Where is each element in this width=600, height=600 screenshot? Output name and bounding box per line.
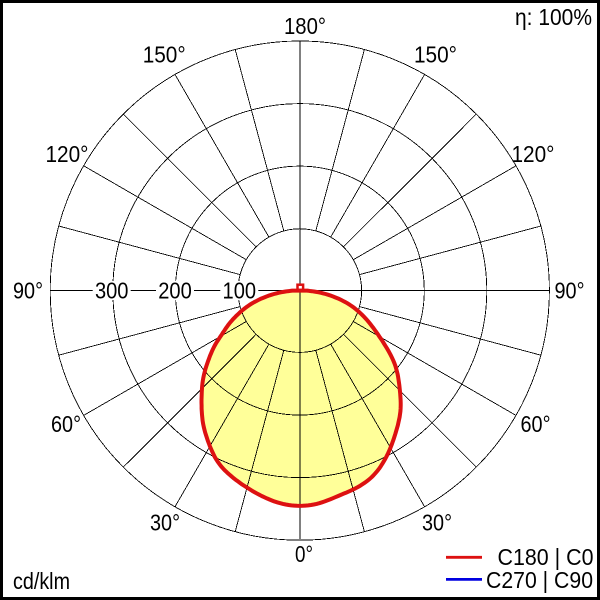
svg-text:η: 100%: η: 100% xyxy=(515,4,592,30)
svg-text:90°: 90° xyxy=(13,277,43,303)
svg-text:90°: 90° xyxy=(555,277,585,303)
svg-text:C270 | C90: C270 | C90 xyxy=(486,567,593,593)
svg-text:0°: 0° xyxy=(295,541,313,567)
svg-text:30°: 30° xyxy=(150,510,180,536)
svg-text:100: 100 xyxy=(223,277,257,303)
svg-text:30°: 30° xyxy=(422,510,452,536)
svg-text:200: 200 xyxy=(158,277,192,303)
svg-text:150°: 150° xyxy=(414,42,457,68)
svg-text:300: 300 xyxy=(95,277,129,303)
svg-text:C180 | C0: C180 | C0 xyxy=(498,544,594,570)
svg-text:120°: 120° xyxy=(512,141,555,167)
svg-text:60°: 60° xyxy=(521,411,551,437)
svg-text:cd/klm: cd/klm xyxy=(13,568,70,594)
svg-text:120°: 120° xyxy=(46,141,89,167)
svg-text:180°: 180° xyxy=(284,13,326,39)
svg-text:60°: 60° xyxy=(51,411,81,437)
svg-text:150°: 150° xyxy=(143,42,186,68)
